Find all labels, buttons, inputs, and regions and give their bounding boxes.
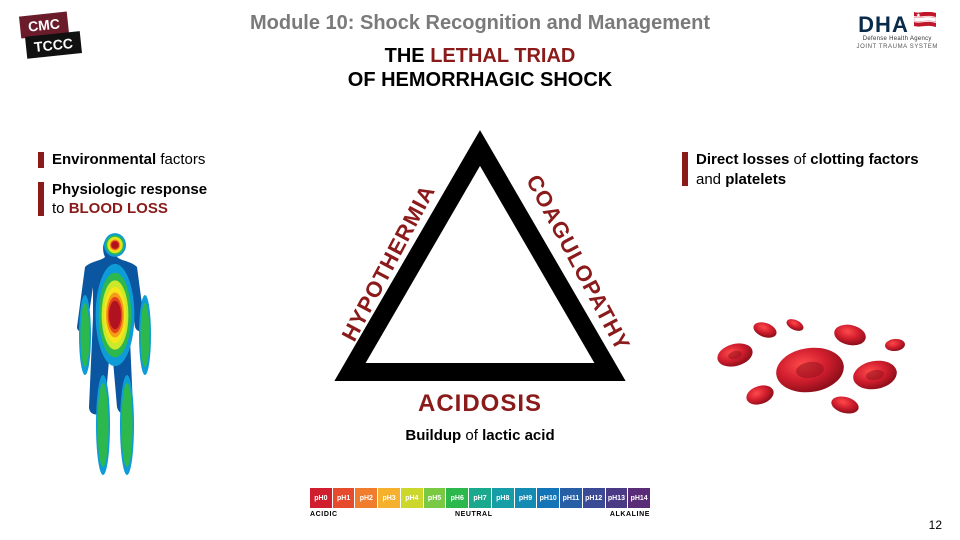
lethal-triad-triangle: HYPOTHERMIA COAGULOPATHY ACIDOSIS Buildu… (330, 130, 630, 390)
bullet-text: to (52, 200, 69, 217)
ph-cell: pH14 (628, 488, 650, 508)
ph-cell: pH11 (560, 488, 582, 508)
right-column: Direct losses of clotting factors and pl… (682, 150, 922, 199)
left-column: Environmental factors Physiologic respon… (38, 150, 298, 229)
bullet-text-bold: Physiologic response (52, 181, 207, 198)
title-accent: LETHAL TRIAD (430, 45, 575, 67)
main-title: THE LETHAL TRIAD OF HEMORRHAGIC SHOCK (0, 44, 960, 92)
sub-bold: Buildup (405, 427, 461, 444)
ph-cell: pH13 (606, 488, 628, 508)
ph-cell: pH9 (515, 488, 537, 508)
ph-scale-axis: ACIDIC NEUTRAL ALKALINE (310, 511, 650, 518)
title-line2: OF HEMORRHAGIC SHOCK (348, 69, 612, 91)
bullet-text: and (696, 171, 725, 188)
bullet-text: of (789, 151, 810, 168)
ph-cell: pH3 (378, 488, 400, 508)
bullet-physiologic: Physiologic response to BLOOD LOSS (38, 180, 298, 219)
sub-bold2: lactic acid (482, 427, 555, 444)
bullet-text-bold: platelets (725, 171, 786, 188)
sub-text: of (461, 427, 482, 444)
blood-cells-icon (700, 300, 920, 430)
bullet-text-bold: Environmental (52, 151, 156, 168)
ph-axis-mid: NEUTRAL (455, 511, 493, 518)
ph-axis-left: ACIDIC (310, 511, 338, 518)
ph-cell: pH5 (424, 488, 446, 508)
bullet-environmental: Environmental factors (38, 150, 298, 170)
ph-cell: pH10 (537, 488, 559, 508)
thermal-body-icon (55, 225, 175, 485)
ph-cell: pH12 (583, 488, 605, 508)
title-prefix: THE (385, 45, 431, 67)
bullet-direct-losses: Direct losses of clotting factors and pl… (682, 150, 922, 189)
bullet-text: factors (156, 151, 205, 168)
bullet-text-bold: clotting factors (810, 151, 918, 168)
bullet-text-accent: BLOOD LOSS (69, 200, 168, 217)
ph-scale-row: pH0pH1pH2pH3pH4pH5pH6pH7pH8pH9pH10pH11pH… (310, 488, 650, 508)
ph-cell: pH7 (469, 488, 491, 508)
acidosis-subtitle: Buildup of lactic acid (330, 427, 630, 444)
module-title: Module 10: Shock Recognition and Managem… (0, 12, 960, 35)
ph-cell: pH0 (310, 488, 332, 508)
ph-cell: pH8 (492, 488, 514, 508)
page-number: 12 (929, 518, 942, 532)
ph-cell: pH6 (446, 488, 468, 508)
ph-cell: pH4 (401, 488, 423, 508)
bullet-text-bold: Direct losses (696, 151, 789, 168)
ph-scale: pH0pH1pH2pH3pH4pH5pH6pH7pH8pH9pH10pH11pH… (310, 488, 650, 518)
ph-cell: pH2 (355, 488, 377, 508)
triangle-label-acidosis: ACIDOSIS (330, 390, 630, 418)
ph-axis-right: ALKALINE (610, 511, 650, 518)
ph-cell: pH1 (333, 488, 355, 508)
